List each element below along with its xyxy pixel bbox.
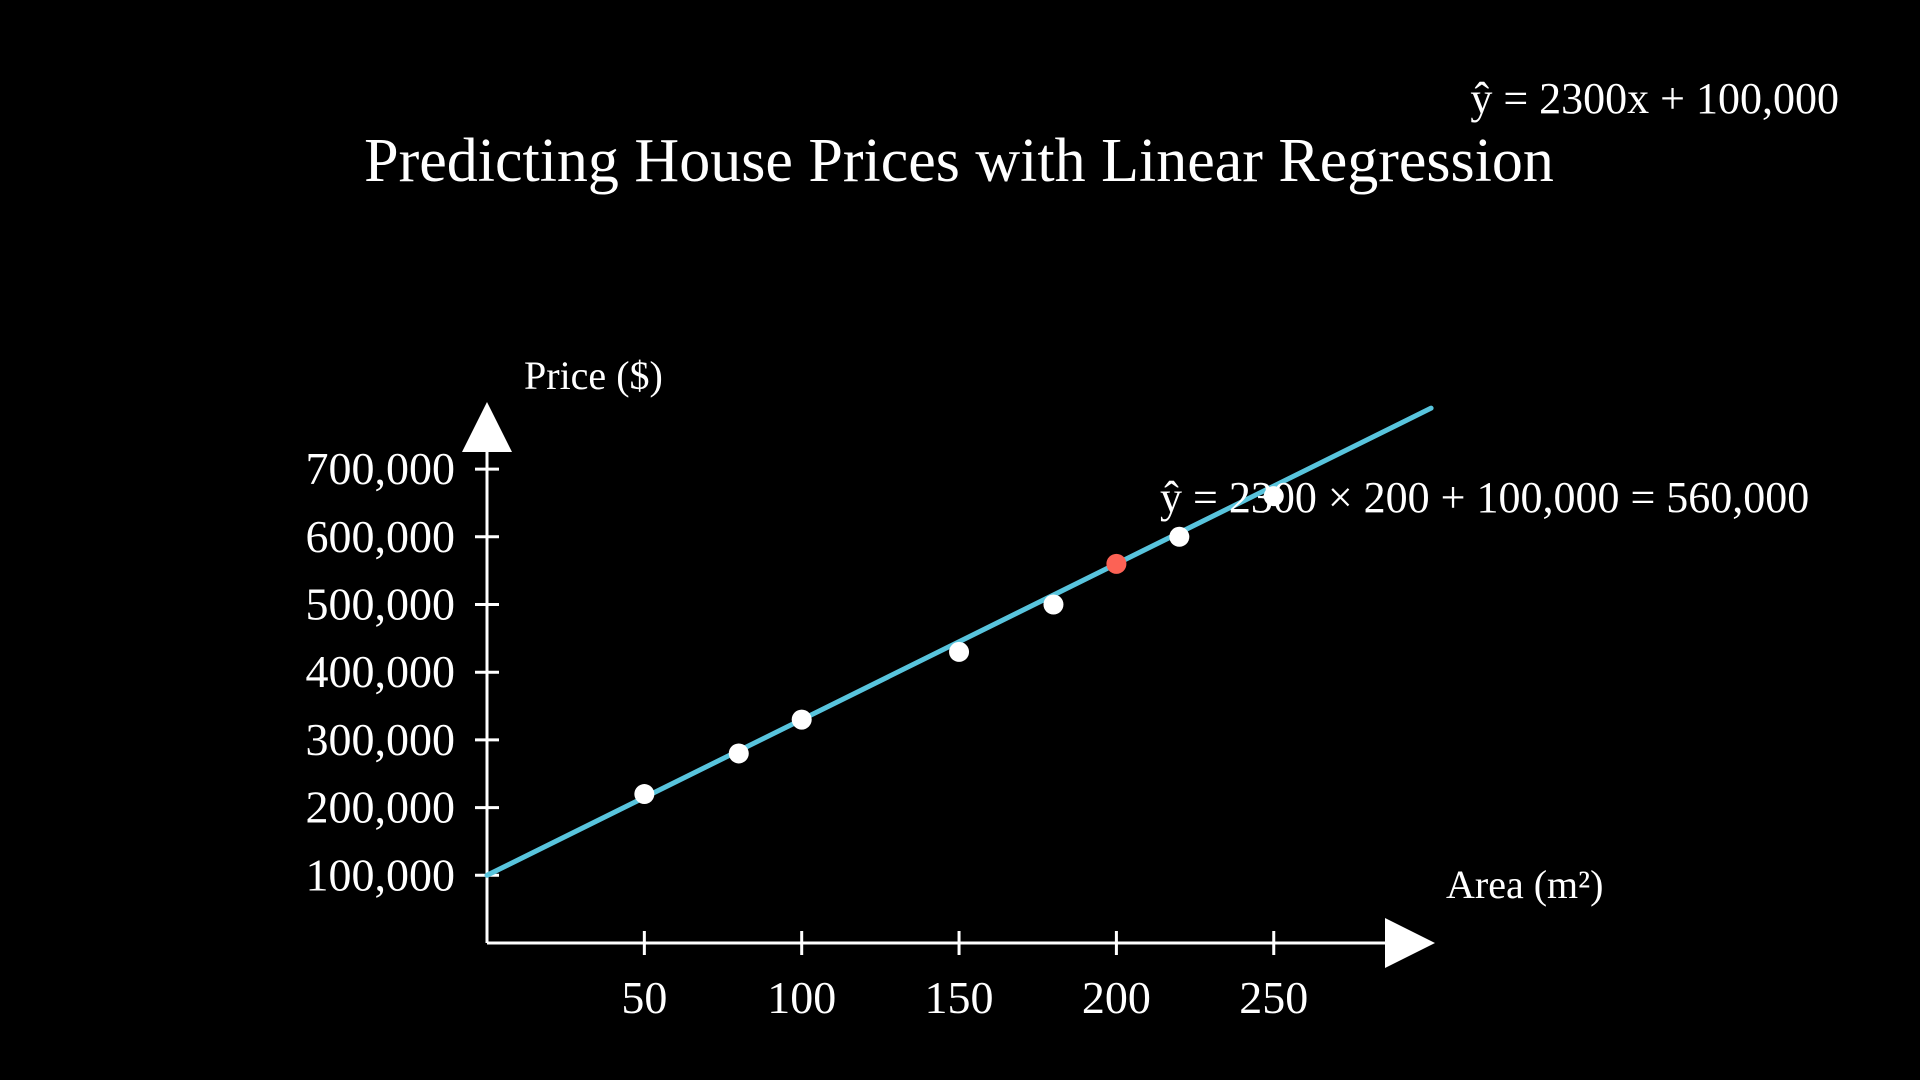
chart-title: Predicting House Prices with Linear Regr… xyxy=(364,127,1554,195)
x-tick-label: 250 xyxy=(1239,972,1308,1023)
x-tick-label: 50 xyxy=(621,972,667,1023)
x-axis-label: Area (m²) xyxy=(1446,862,1603,907)
data-point xyxy=(1043,594,1064,615)
data-point xyxy=(728,743,749,764)
data-points xyxy=(634,486,1284,805)
data-point xyxy=(1263,486,1284,507)
y-tick-label: 500,000 xyxy=(306,579,456,630)
y-axis-arrow xyxy=(462,402,512,452)
y-ticks: 100,000 200,000 300,000 400,000 500,000 600,0… xyxy=(306,443,499,900)
y-tick-label: 300,000 xyxy=(306,714,456,765)
x-ticks: 50 100 150 200 250 xyxy=(621,931,1308,1023)
y-tick-label: 100,000 xyxy=(306,849,456,900)
y-tick-label: 200,000 xyxy=(306,782,456,833)
regression-equation: ŷ = 2300x + 100,000 xyxy=(1470,74,1839,123)
prediction-label: ŷ = 2300 × 200 + 100,000 = 560,000 xyxy=(1160,473,1809,522)
data-point xyxy=(791,709,812,730)
x-tick-label: 150 xyxy=(925,972,994,1023)
data-point xyxy=(949,641,970,662)
x-tick-label: 200 xyxy=(1082,972,1151,1023)
y-tick-label: 400,000 xyxy=(306,646,456,697)
x-axis-arrow xyxy=(1385,918,1435,968)
data-point xyxy=(1169,526,1190,547)
x-tick-label: 100 xyxy=(767,972,836,1023)
data-point xyxy=(634,784,655,805)
y-axis-label: Price ($) xyxy=(524,353,663,398)
prediction-point xyxy=(1106,553,1127,574)
y-tick-label: 700,000 xyxy=(306,443,456,494)
y-tick-label: 600,000 xyxy=(306,511,456,562)
axes xyxy=(462,402,1435,968)
